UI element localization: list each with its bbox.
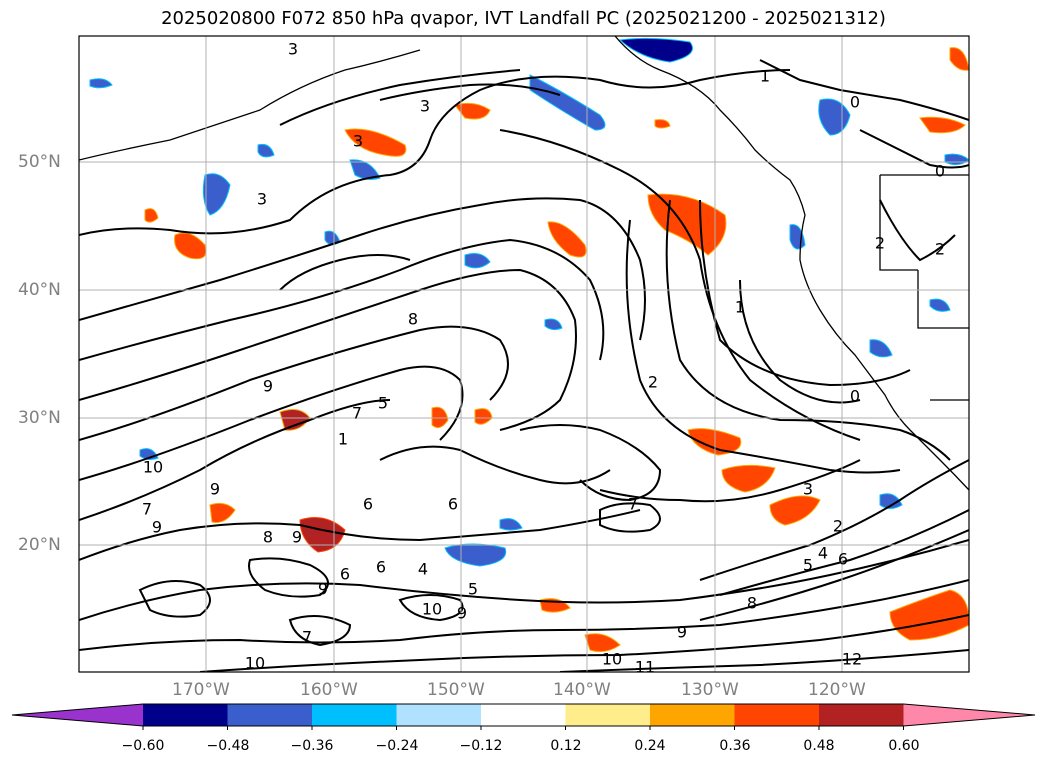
contour-label: 9 — [152, 518, 162, 537]
colorbar-segment — [565, 704, 651, 726]
contour-label: 9 — [210, 480, 220, 499]
lon-label-120w: 120°W — [808, 680, 866, 700]
lon-label-160w: 160°W — [300, 680, 358, 700]
contour-label: 9 — [457, 604, 467, 623]
contour-label: 3 — [803, 480, 813, 499]
contour-label: 6 — [838, 550, 848, 569]
contour-label: 6 — [363, 495, 373, 514]
contour-label: 0 — [850, 387, 860, 406]
lon-label-170w: 170°W — [172, 680, 230, 700]
contour-label: 8 — [747, 594, 757, 613]
lat-label-20n: 20°N — [18, 535, 61, 555]
colorbar-segment — [143, 704, 228, 726]
contour-label: 3 — [288, 40, 298, 59]
lon-label-140w: 140°W — [553, 680, 611, 700]
ivt-contours — [79, 59, 969, 672]
contour-label: 3 — [353, 132, 363, 151]
coastline — [79, 36, 969, 491]
colorbar-tick-label: −0.24 — [375, 738, 419, 754]
colorbar — [11, 703, 1036, 730]
contour-label: 4 — [418, 560, 428, 579]
colorbar-tick-label: 0.24 — [634, 738, 666, 754]
contour-label: 9 — [318, 580, 328, 599]
gridlines — [79, 36, 969, 672]
colorbar-segment — [734, 704, 820, 726]
contour-label: 6 — [448, 495, 458, 514]
contour-label: 7 — [352, 404, 362, 423]
contour-label: 1 — [338, 430, 348, 449]
contour-label: 10 — [245, 654, 265, 673]
contour-label: 9 — [292, 528, 302, 547]
lat-label-50n: 50°N — [18, 152, 61, 172]
colorbar-extend-max — [903, 704, 1035, 726]
contour-label: 0 — [850, 93, 860, 112]
shading-negative — [89, 37, 969, 567]
contour-label: 1 — [735, 298, 745, 317]
colorbar-tick-label: −0.12 — [459, 738, 503, 754]
contour-label: 8 — [263, 528, 273, 547]
colorbar-segment — [481, 704, 566, 726]
contour-label: 2 — [833, 517, 843, 536]
contour-label: 6 — [340, 565, 350, 584]
colorbar-segment — [227, 704, 313, 726]
colorbar-tick-label: 0.36 — [719, 738, 751, 754]
contour-label: 9 — [677, 623, 687, 642]
colorbar-segment — [650, 704, 735, 726]
contour-label: 10 — [602, 650, 622, 669]
colorbar-segment — [819, 704, 904, 726]
lat-label-40n: 40°N — [18, 280, 61, 300]
contour-label: 11 — [635, 658, 655, 677]
contour-label: 3 — [420, 97, 430, 116]
contour-label: 5 — [378, 394, 388, 413]
contour-label: 2 — [648, 373, 658, 392]
map-title: 2025020800 F072 850 hPa qvapor, IVT Land… — [161, 8, 886, 29]
lon-label-150w: 150°W — [427, 680, 485, 700]
colorbar-segment — [312, 704, 397, 726]
map-frame — [78, 35, 970, 673]
contour-label: 3 — [257, 190, 267, 209]
colorbar-tick-label: 0.12 — [550, 738, 582, 754]
contour-label: 5 — [803, 556, 813, 575]
contour-label: 2 — [935, 240, 945, 259]
colorbar-tick-label: −0.36 — [290, 738, 334, 754]
colorbar-tick-label: 0.48 — [803, 738, 835, 754]
contour-label: 0 — [935, 162, 945, 181]
contour-label: 7 — [302, 628, 312, 647]
colorbar-tick-label: −0.48 — [206, 738, 250, 754]
contour-label: 9 — [263, 377, 273, 396]
contour-label: 10 — [422, 600, 442, 619]
lat-label-30n: 30°N — [18, 408, 61, 428]
colorbar-tick-label: −0.60 — [121, 738, 165, 754]
lon-label-130w: 130°W — [681, 680, 739, 700]
contour-label: 10 — [143, 458, 163, 477]
contour-label: 4 — [818, 544, 828, 563]
contour-label: 8 — [408, 310, 418, 329]
contour-label: 5 — [468, 580, 478, 599]
contour-label: 1 — [760, 67, 770, 86]
contour-label: 2 — [875, 234, 885, 253]
contour-label: 7 — [142, 500, 152, 519]
contour-label: 7 — [628, 495, 638, 514]
contour-label: 6 — [376, 558, 386, 577]
colorbar-segment — [396, 704, 482, 726]
colorbar-extend-min — [12, 704, 143, 726]
colorbar-tick-label: 0.60 — [888, 738, 920, 754]
contour-label: 12 — [842, 650, 862, 669]
